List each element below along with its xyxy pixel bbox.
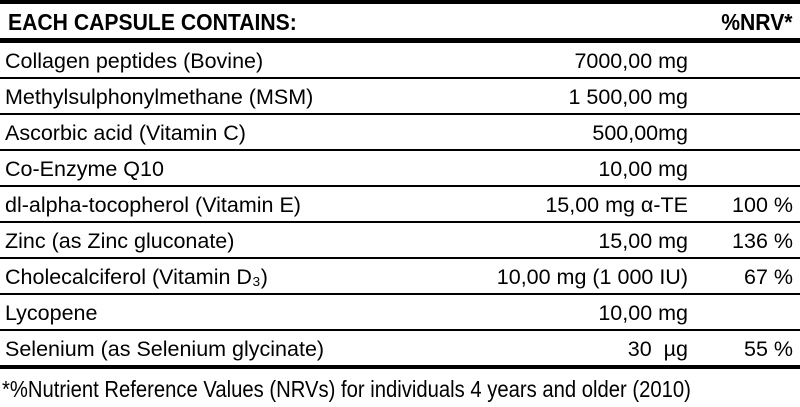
ingredient-nrv: 100 % <box>732 193 793 217</box>
ingredient-amount: 1 500,00 mg <box>568 85 688 109</box>
nrv-footnote: *%Nutrient Reference Values (NRVs) for i… <box>0 369 800 403</box>
ingredient-name: Cholecalciferol (Vitamin D₃) <box>5 265 268 289</box>
ingredient-amount: 10,00 mg (1 000 IU) <box>496 265 688 289</box>
ingredient-amount: 10,00 mg <box>598 157 688 181</box>
table-row: dl-alpha-tocopherol (Vitamin E) 15,00 mg… <box>0 187 800 223</box>
table-header-row: EACH CAPSULE CONTAINS: %NRV* <box>0 0 800 43</box>
ingredient-name: Zinc (as Zinc gluconate) <box>5 229 235 253</box>
ingredient-name: Selenium (as Selenium glycinate) <box>5 337 325 361</box>
table-row: Cholecalciferol (Vitamin D₃) 10,00 mg (1… <box>0 259 800 295</box>
ingredient-name: Ascorbic acid (Vitamin C) <box>5 121 246 145</box>
ingredient-name: dl-alpha-tocopherol (Vitamin E) <box>5 193 301 217</box>
ingredient-amount: 500,00mg <box>592 121 688 145</box>
ingredient-amount: 15,00 mg α-TE <box>545 193 688 217</box>
table-row: Zinc (as Zinc gluconate) 15,00 mg 136 % <box>0 223 800 259</box>
ingredient-amount: 30 µg <box>627 337 688 361</box>
nrv-footnote-text: *%Nutrient Reference Values (NRVs) for i… <box>2 376 691 402</box>
ingredient-name: Co-Enzyme Q10 <box>5 157 164 181</box>
ingredient-name: Lycopene <box>5 301 98 325</box>
ingredient-name: Methylsulphonylmethane (MSM) <box>5 85 314 109</box>
ingredient-nrv: 55 % <box>743 337 793 361</box>
nrv-column-header: %NRV* <box>721 8 793 35</box>
ingredient-amount: 7000,00 mg <box>574 49 688 73</box>
table-title: EACH CAPSULE CONTAINS: <box>8 8 297 35</box>
ingredient-amount: 15,00 mg <box>598 229 688 253</box>
ingredient-amount: 10,00 mg <box>598 301 688 325</box>
table-row: Collagen peptides (Bovine) 7000,00 mg <box>0 43 800 79</box>
table-row: Ascorbic acid (Vitamin C) 500,00mg <box>0 115 800 151</box>
table-row: Co-Enzyme Q10 10,00 mg <box>0 151 800 187</box>
ingredient-name: Collagen peptides (Bovine) <box>5 49 264 73</box>
ingredient-nrv: 67 % <box>743 265 793 289</box>
table-row: Lycopene 10,00 mg <box>0 295 800 331</box>
ingredient-nrv: 136 % <box>732 229 793 253</box>
table-row: Methylsulphonylmethane (MSM) 1 500,00 mg <box>0 79 800 115</box>
table-row: Selenium (as Selenium glycinate) 30 µg 5… <box>0 331 800 369</box>
